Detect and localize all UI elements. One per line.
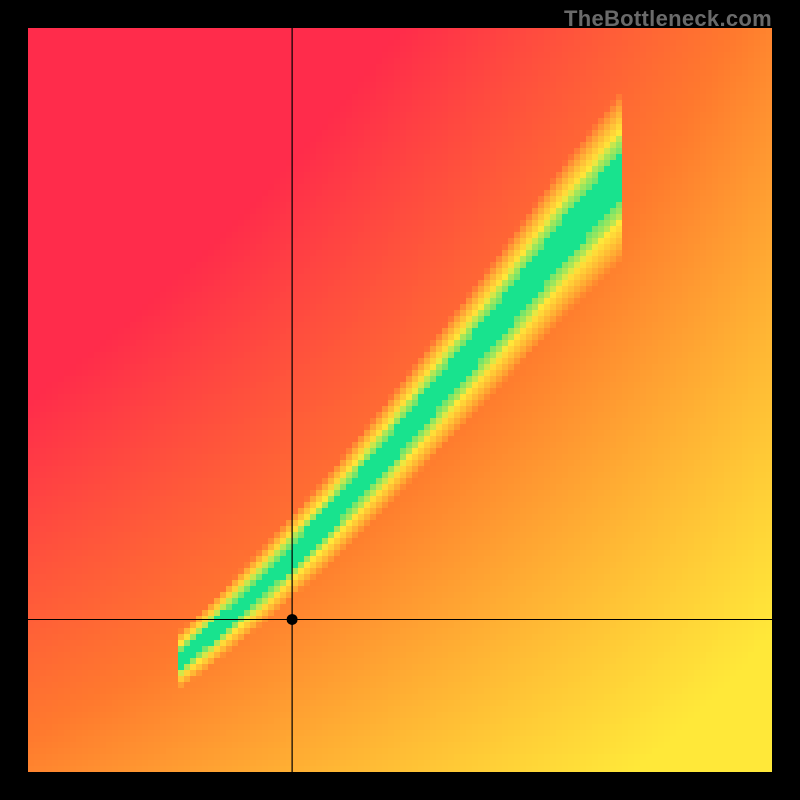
watermark-text: TheBottleneck.com	[564, 6, 772, 32]
bottleneck-heatmap	[0, 0, 800, 800]
